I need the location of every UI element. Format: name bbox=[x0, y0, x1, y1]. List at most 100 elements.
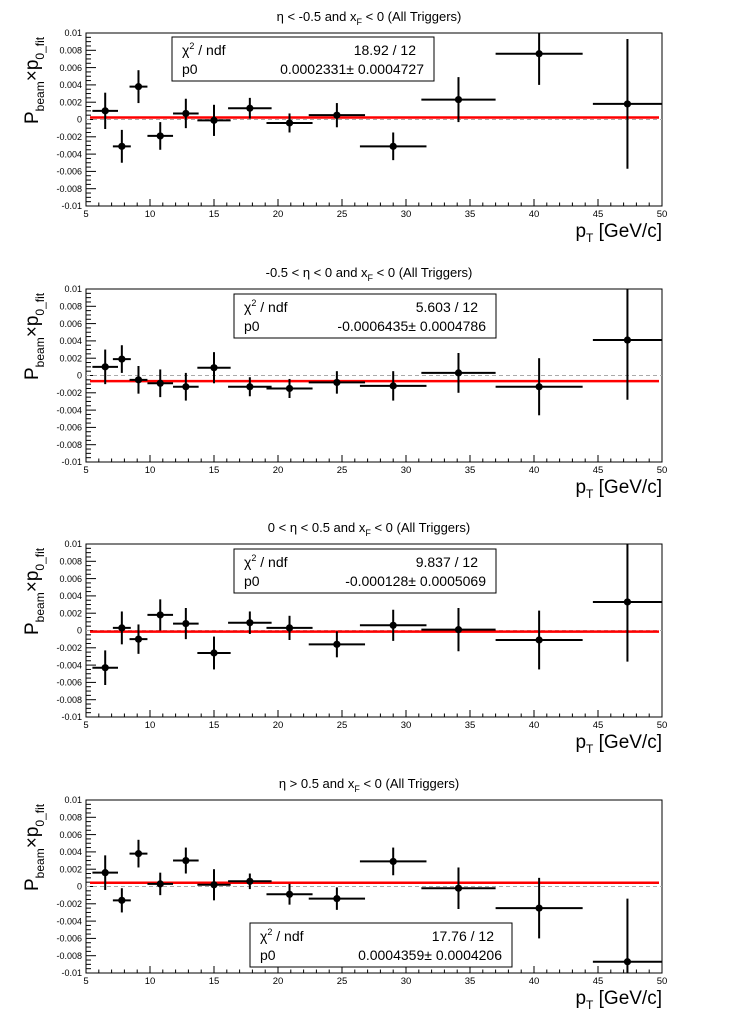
point-marker bbox=[156, 379, 164, 387]
y-axis: -0.01 -0.008 -0.006 -0.004 -0.002 0 0.002 0.004… bbox=[56, 284, 96, 467]
stats-chi2-value: 18.92 / 12 bbox=[354, 42, 416, 58]
x-tick-label: 45 bbox=[593, 209, 604, 220]
data-point bbox=[359, 847, 427, 876]
point-marker bbox=[333, 895, 341, 903]
y-tick-label: -0.01 bbox=[61, 712, 82, 722]
y-tick-label: 0 bbox=[77, 371, 82, 381]
data-point bbox=[495, 33, 583, 85]
data-point bbox=[92, 650, 118, 685]
stats-p0-value: -0.000128± 0.0005069 bbox=[345, 573, 486, 589]
stats-box: χ2 / ndf 9.837 / 12 p0 -0.000128± 0.0005069 bbox=[233, 548, 497, 594]
point-marker bbox=[623, 336, 632, 344]
data-point bbox=[359, 371, 427, 401]
data-point bbox=[173, 608, 199, 640]
stats-p0-label: p0 bbox=[260, 947, 276, 963]
y-axis: -0.01 -0.008 -0.006 -0.004 -0.002 0 0.002 0.004… bbox=[56, 28, 96, 211]
x-tick-label: 40 bbox=[529, 209, 540, 220]
point-marker bbox=[101, 107, 109, 115]
stats-chi2-label: χ2 / ndf bbox=[182, 41, 226, 58]
y-tick-label: 0.01 bbox=[64, 28, 82, 38]
stats-chi2-value: 5.603 / 12 bbox=[416, 299, 478, 315]
y-tick-label: 0.004 bbox=[59, 847, 82, 857]
data-point bbox=[147, 872, 174, 896]
point-marker bbox=[156, 132, 164, 140]
point-marker bbox=[210, 116, 218, 124]
point-marker bbox=[182, 109, 190, 118]
stats-box: χ2 / ndf 18.92 / 12 p0 0.0002331± 0.0004727 bbox=[171, 36, 435, 82]
x-tick-label: 30 bbox=[401, 976, 412, 987]
point-marker bbox=[389, 142, 397, 150]
y-tick-label: -0.002 bbox=[56, 899, 82, 909]
y-tick-label: -0.002 bbox=[56, 388, 82, 398]
data-point bbox=[197, 869, 231, 901]
y-tick-label: -0.008 bbox=[56, 951, 82, 961]
point-marker bbox=[210, 649, 218, 657]
x-axis: 5 10 15 20 25 30 35 40 45 50 bbox=[83, 455, 667, 476]
point-marker bbox=[454, 369, 463, 377]
y-tick-label: 0.008 bbox=[59, 813, 82, 823]
chart-panel-1: η < -0.5 and xF < 0 (All Triggers) 5 10 15 2… bbox=[22, 9, 667, 245]
data-point bbox=[197, 352, 231, 384]
data-point bbox=[173, 98, 199, 129]
point-marker bbox=[182, 619, 190, 628]
x-axis-label: pT [GeV/c] bbox=[575, 477, 662, 501]
data-series bbox=[92, 839, 662, 973]
x-tick-label: 20 bbox=[273, 209, 284, 220]
point-marker bbox=[454, 884, 463, 892]
stats-box: χ2 / ndf 5.603 / 12 p0 -0.0006435± 0.000478… bbox=[233, 293, 497, 339]
x-tick-label: 25 bbox=[337, 209, 348, 220]
y-tick-label: -0.002 bbox=[56, 643, 82, 653]
x-axis: 5 10 15 20 25 30 35 40 45 50 bbox=[83, 710, 667, 731]
y-tick-label: 0.004 bbox=[59, 80, 82, 90]
stats-box-frame bbox=[249, 922, 513, 968]
data-point bbox=[173, 847, 199, 874]
y-tick-label: -0.002 bbox=[56, 132, 82, 142]
x-tick-label: 35 bbox=[465, 209, 476, 220]
chart-title: η < -0.5 and xF < 0 (All Triggers) bbox=[277, 9, 462, 27]
point-marker bbox=[623, 958, 632, 966]
data-point bbox=[197, 636, 231, 670]
point-marker bbox=[210, 364, 218, 372]
x-tick-label: 10 bbox=[145, 720, 156, 731]
y-tick-label: 0.004 bbox=[59, 336, 82, 346]
y-tick-label: 0.008 bbox=[59, 46, 82, 56]
stats-box-frame bbox=[233, 293, 497, 339]
data-point bbox=[421, 608, 496, 652]
x-axis-label: pT [GeV/c] bbox=[575, 221, 662, 245]
point-marker bbox=[246, 877, 254, 885]
stats-chi2-label: χ2 / ndf bbox=[260, 927, 304, 944]
data-point bbox=[197, 104, 231, 136]
data-point bbox=[129, 624, 148, 654]
point-marker bbox=[101, 363, 109, 371]
x-tick-label: 35 bbox=[465, 976, 476, 987]
y-axis-label: Pbeam×p0_fit bbox=[22, 36, 47, 124]
x-tick-label: 35 bbox=[465, 720, 476, 731]
data-series bbox=[92, 289, 662, 416]
y-tick-label: 0.008 bbox=[59, 557, 82, 567]
stats-box: χ2 / ndf 17.76 / 12 p0 0.0004359± 0.0004206 bbox=[249, 922, 513, 968]
point-marker bbox=[134, 83, 143, 91]
point-marker bbox=[285, 890, 294, 898]
y-tick-label: -0.006 bbox=[56, 934, 82, 944]
y-axis-label: Pbeam×p0_fit bbox=[22, 803, 47, 891]
point-marker bbox=[246, 104, 254, 112]
x-tick-label: 15 bbox=[209, 465, 220, 476]
y-tick-label: -0.01 bbox=[61, 201, 82, 211]
y-axis: -0.01 -0.008 -0.006 -0.004 -0.002 0 0.002 0.004… bbox=[56, 539, 96, 722]
point-marker bbox=[246, 383, 254, 391]
x-tick-label: 50 bbox=[657, 976, 668, 987]
point-marker bbox=[156, 611, 164, 619]
x-tick-label: 45 bbox=[593, 976, 604, 987]
point-marker bbox=[623, 100, 632, 108]
data-point bbox=[112, 611, 131, 645]
point-marker bbox=[210, 881, 218, 889]
point-marker bbox=[134, 635, 143, 643]
point-marker bbox=[333, 111, 341, 119]
data-point bbox=[592, 289, 662, 400]
y-tick-label: 0.006 bbox=[59, 830, 82, 840]
y-tick-label: -0.004 bbox=[56, 916, 82, 926]
data-series bbox=[92, 544, 662, 685]
point-marker bbox=[454, 96, 463, 104]
x-axis-label: pT [GeV/c] bbox=[575, 988, 662, 1012]
